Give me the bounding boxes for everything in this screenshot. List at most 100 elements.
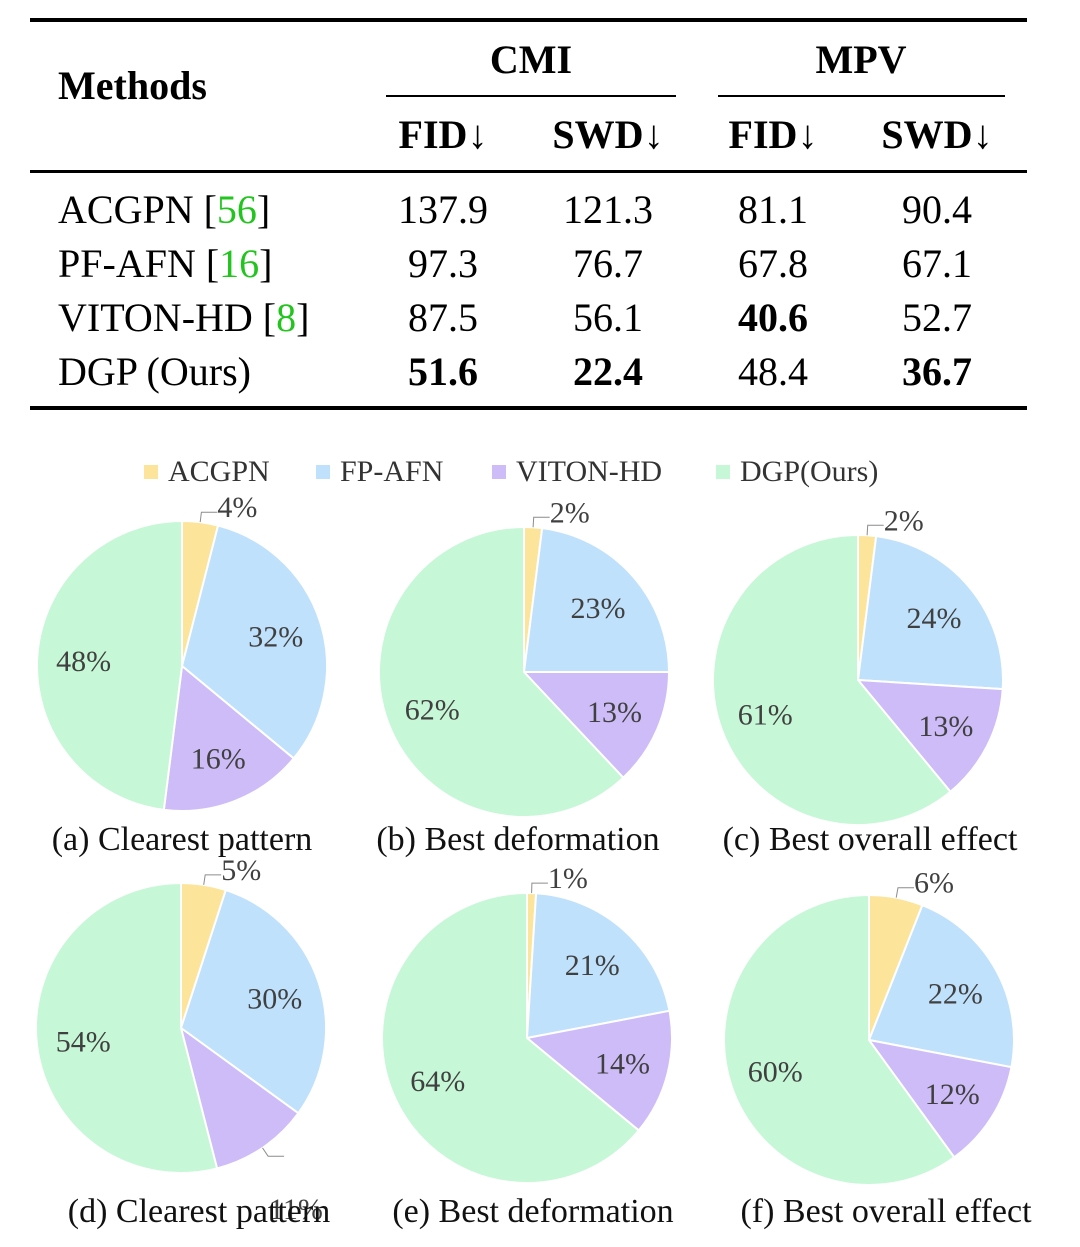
legend-swatch — [716, 465, 730, 479]
pie-slice — [34, 881, 219, 1174]
legend-label: VITON-HD — [516, 455, 662, 488]
slice-value-label: 22% — [928, 978, 983, 1011]
legend-label: FP-AFN — [340, 455, 443, 488]
leader-line — [895, 887, 914, 898]
cell-value-best: 40.6 — [738, 295, 808, 340]
slice-value-label: 2% — [550, 496, 590, 529]
slice-value-label: 11% — [269, 1193, 323, 1226]
cell-value-best: 22.4 — [573, 349, 643, 394]
method-name: VITON-HD [8] — [58, 295, 310, 340]
pie-slice — [180, 524, 328, 760]
cell-value: 67.8 — [738, 241, 808, 286]
cmi-underline — [386, 95, 676, 97]
mpv-underline — [718, 95, 1005, 97]
col-header-mpv-fid: FID↓ — [728, 112, 818, 157]
pie-caption: (b) Best deformation — [376, 821, 659, 858]
cell-value-best: 51.6 — [408, 349, 478, 394]
pie-slice — [711, 533, 952, 826]
slice-value-label: 62% — [405, 693, 460, 726]
cell-value: 52.7 — [902, 295, 972, 340]
col-header-cmi-swd: SWD↓ — [552, 112, 664, 157]
pie-chart: 4% 32% 16% 48% (a) Clearest pattern — [35, 491, 328, 858]
legend: ACGPN FP-AFN VITON-HD DGP(Ours) — [144, 455, 878, 488]
cell-value: 48.4 — [738, 349, 808, 394]
slice-value-label: 16% — [191, 743, 246, 776]
pie-slice — [378, 525, 625, 818]
pie-slice — [525, 892, 671, 1040]
pie-chart: 5% 30% 11% 54% (d) Clearest pattern — [34, 854, 330, 1230]
cell-value: 76.7 — [573, 241, 643, 286]
slice-value-label: 13% — [918, 710, 973, 743]
pie-slice — [521, 671, 671, 780]
pie-caption: (d) Clearest pattern — [68, 1193, 330, 1230]
leader-line — [203, 874, 222, 885]
group-header-mpv: MPV — [815, 37, 907, 82]
col-header-cmi-fid: FID↓ — [398, 112, 488, 157]
leader-line — [866, 524, 884, 536]
pie-caption: (e) Best deformation — [392, 1193, 673, 1230]
pie-caption: (c) Best overall effect — [723, 821, 1018, 858]
legend-swatch — [492, 465, 506, 479]
slice-value-label: 48% — [56, 645, 111, 678]
citation-ref[interactable]: 16 — [219, 241, 260, 286]
slice-value-label: 12% — [925, 1078, 980, 1111]
legend-swatch — [144, 465, 158, 479]
cell-value: 87.5 — [408, 295, 478, 340]
method-name: DGP (Ours) — [58, 349, 251, 394]
legend-swatch — [316, 465, 330, 479]
slice-value-label: 14% — [595, 1048, 650, 1081]
pie-slice — [162, 664, 296, 812]
pie-slice — [380, 891, 641, 1184]
pie-slice — [522, 527, 671, 673]
leader-line — [262, 1147, 285, 1157]
cell-value-best: 36.7 — [902, 349, 972, 394]
slice-value-label: 32% — [248, 621, 303, 654]
leader-line — [532, 516, 550, 528]
bottom-rule — [30, 406, 1027, 410]
top-rule — [30, 18, 1027, 22]
leader-line — [531, 882, 548, 894]
pie-slice — [35, 519, 183, 811]
citation-ref[interactable]: 56 — [216, 187, 257, 232]
pie-slice — [856, 535, 1004, 691]
slice-value-label: 54% — [56, 1025, 111, 1058]
pie-slice — [866, 1038, 1013, 1159]
cell-value: 56.1 — [573, 295, 643, 340]
slice-value-label: 30% — [247, 983, 302, 1016]
cell-value: 97.3 — [408, 241, 478, 286]
pie-slice — [867, 903, 1015, 1069]
slice-value-label: 4% — [217, 491, 257, 524]
slice-value-label: 13% — [587, 696, 642, 729]
pie-charts-figure: ACGPN FP-AFN VITON-HD DGP(Ours) 4% 32% 16% 48%… — [34, 455, 1032, 1230]
slice-value-label: 23% — [571, 592, 626, 625]
slice-value-label: 1% — [548, 862, 588, 895]
cell-value: 67.1 — [902, 241, 972, 286]
slice-value-label: 60% — [748, 1056, 803, 1089]
mid-rule — [30, 170, 1027, 173]
slice-value-label: 21% — [565, 949, 620, 982]
pie-slice — [179, 888, 327, 1115]
pie-chart: 6% 22% 12% 60% (f) Best overall effect — [723, 867, 1032, 1230]
slice-value-label: 5% — [221, 854, 261, 887]
cell-value: 121.3 — [563, 187, 653, 232]
method-name: ACGPN [56] — [58, 187, 271, 232]
col-header-mpv-swd: SWD↓ — [881, 112, 993, 157]
cell-value: 137.9 — [398, 187, 488, 232]
pie-chart: 1% 21% 14% 64% (e) Best deformation — [380, 862, 674, 1230]
cell-value: 90.4 — [902, 187, 972, 232]
pie-slice — [855, 678, 1004, 794]
results-table: Methods CMI MPV FID↓ SWD↓ FID↓ SWD↓ ACGP… — [30, 18, 1027, 410]
pie-chart: 2% 24% 13% 61% (c) Best overall effect — [711, 504, 1018, 858]
citation-ref[interactable]: 8 — [276, 295, 297, 340]
slice-value-label: 24% — [907, 602, 962, 635]
slice-value-label: 64% — [410, 1065, 465, 1098]
group-header-cmi: CMI — [489, 37, 573, 82]
legend-label: DGP(Ours) — [740, 455, 878, 488]
pies: 4% 32% 16% 48% (a) Clearest pattern 2% 23% 13% 6… — [34, 491, 1032, 1230]
pie-caption: (f) Best overall effect — [740, 1193, 1032, 1230]
slice-value-label: 2% — [884, 504, 924, 537]
legend-label: ACGPN — [168, 455, 270, 488]
pie-caption: (a) Clearest pattern — [52, 821, 313, 858]
cell-value: 81.1 — [738, 187, 808, 232]
pie-slice — [723, 893, 956, 1186]
